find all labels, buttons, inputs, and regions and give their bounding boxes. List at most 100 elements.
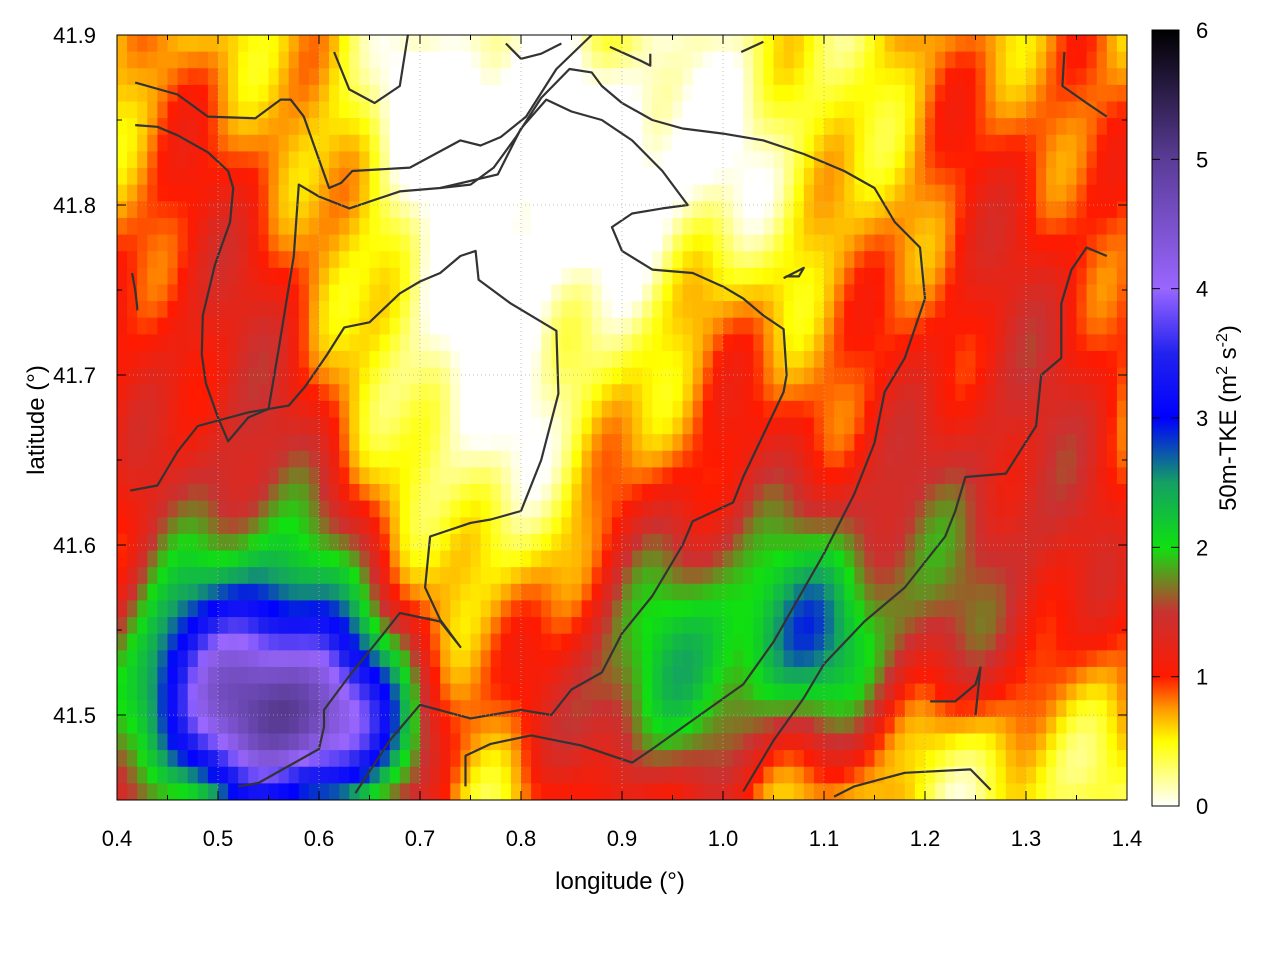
heatmap-cell — [844, 284, 855, 302]
heatmap-cell — [834, 301, 845, 319]
heatmap-cell — [541, 583, 552, 602]
heatmap-cell — [854, 484, 865, 502]
heatmap-cell — [773, 783, 785, 800]
heatmap-cell — [561, 284, 573, 302]
heatmap-cell — [298, 533, 310, 552]
heatmap-cell — [743, 284, 754, 302]
heatmap-cell — [1066, 467, 1078, 485]
heatmap-cell — [1076, 350, 1088, 369]
heatmap-cell — [1005, 101, 1017, 119]
heatmap-cell — [127, 700, 138, 718]
heatmap-cell — [521, 201, 532, 219]
heatmap-cell — [399, 750, 411, 768]
heatmap-cell — [935, 766, 946, 784]
heatmap-cell — [955, 68, 966, 86]
heatmap-cell — [834, 51, 845, 69]
heatmap-cell — [430, 400, 441, 419]
heatmap-cell — [329, 84, 340, 103]
heatmap-cell — [1066, 500, 1078, 518]
heatmap-cell — [278, 317, 290, 335]
heatmap-cell — [763, 650, 775, 668]
heatmap-cell — [581, 35, 593, 53]
heatmap-cell — [470, 267, 482, 286]
heatmap-cell — [238, 650, 249, 668]
heatmap-cell — [622, 134, 633, 153]
heatmap-cell — [925, 766, 936, 784]
heatmap-cell — [207, 733, 219, 751]
heatmap-cell — [369, 367, 381, 385]
heatmap-cell — [672, 550, 684, 568]
heatmap-cell — [723, 500, 734, 518]
heatmap-cell — [591, 750, 603, 768]
heatmap-cell — [945, 583, 956, 602]
heatmap-cell — [1096, 450, 1108, 468]
heatmap-cell — [288, 650, 300, 668]
heatmap-cell — [783, 633, 795, 651]
heatmap-cell — [1116, 284, 1127, 302]
heatmap-cell — [147, 101, 158, 119]
heatmap-cell — [581, 367, 593, 385]
heatmap-cell — [399, 550, 411, 568]
heatmap-cell — [1056, 517, 1067, 535]
heatmap-cell — [1106, 550, 1118, 568]
heatmap-cell — [692, 118, 704, 136]
heatmap-cell — [278, 101, 290, 119]
heatmap-cell — [904, 367, 916, 385]
heatmap-cell — [177, 700, 189, 718]
heatmap-cell — [167, 251, 179, 269]
heatmap-cell — [753, 650, 764, 668]
heatmap-cell — [470, 716, 482, 735]
heatmap-cell — [995, 733, 1007, 751]
heatmap-cell — [117, 251, 128, 269]
heatmap-cell — [420, 533, 431, 552]
heatmap-cell — [1096, 583, 1108, 602]
heatmap-cell — [510, 51, 522, 69]
heatmap-cell — [1036, 600, 1047, 618]
heatmap-cell — [642, 68, 653, 86]
heatmap-cell — [187, 650, 199, 668]
heatmap-cell — [723, 750, 734, 768]
heatmap-cell — [763, 267, 775, 286]
heatmap-cell — [793, 234, 805, 252]
heatmap-cell — [167, 567, 179, 585]
heatmap-cell — [1046, 417, 1057, 435]
heatmap-cell — [288, 118, 300, 136]
heatmap-cell — [975, 101, 987, 119]
heatmap-cell — [500, 434, 512, 452]
heatmap-cell — [500, 766, 512, 784]
heatmap-cell — [642, 533, 653, 552]
heatmap-cell — [480, 434, 492, 452]
heatmap-cell — [187, 317, 199, 335]
heatmap-cell — [339, 650, 350, 668]
heatmap-cell — [460, 51, 472, 69]
heatmap-cell — [733, 201, 744, 219]
heatmap-cell — [692, 583, 704, 602]
heatmap-cell — [167, 234, 179, 252]
heatmap-cell — [723, 716, 734, 735]
heatmap-cell — [339, 168, 350, 186]
heatmap-cell — [985, 750, 997, 768]
heatmap-cell — [702, 766, 714, 784]
heatmap-cell — [1066, 118, 1078, 136]
heatmap-cell — [117, 650, 128, 668]
heatmap-cell — [632, 317, 643, 335]
heatmap-cell — [702, 750, 714, 768]
heatmap-cell — [834, 650, 845, 668]
heatmap-cell — [288, 367, 300, 385]
heatmap-cell — [965, 567, 977, 585]
heatmap-cell — [773, 68, 785, 86]
heatmap-cell — [581, 633, 593, 651]
heatmap-cell — [551, 267, 562, 286]
heatmap-cell — [329, 467, 340, 485]
heatmap-cell — [682, 151, 694, 169]
heatmap-cell — [884, 400, 896, 419]
heatmap-cell — [258, 716, 270, 735]
heatmap-cell — [430, 317, 441, 335]
heatmap-cell — [551, 68, 562, 86]
heatmap-cell — [874, 251, 886, 269]
heatmap-cell — [278, 683, 290, 701]
heatmap-cell — [935, 35, 946, 53]
heatmap-cell — [854, 134, 865, 153]
heatmap-cell — [642, 334, 653, 352]
heatmap-cell — [460, 467, 472, 485]
